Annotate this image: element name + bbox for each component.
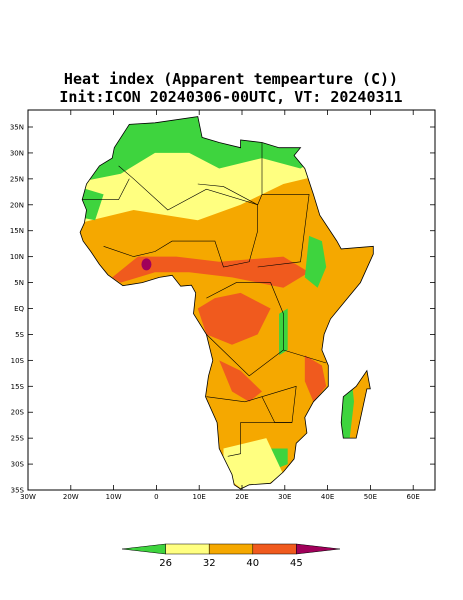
longitude-label: 30W [20, 493, 36, 501]
colorbar-label: 26 [159, 558, 172, 569]
latitude-label: 15S [11, 383, 25, 391]
border [103, 183, 258, 268]
longitude-label: 40E [321, 493, 334, 501]
border [283, 349, 327, 364]
longitude-label: 20W [63, 493, 79, 501]
latitude-label: 10N [10, 253, 24, 261]
map-title: Heat index (Apparent tempearture (C)) [64, 70, 398, 88]
latitude-label: 25S [11, 435, 25, 443]
latitude-label: 5S [15, 331, 24, 339]
longitude-label: 10E [193, 493, 206, 501]
zone-red-south [219, 360, 262, 402]
longitude-label: 30E [278, 493, 291, 501]
colorbar-segment [208, 543, 254, 555]
colorbar-label: 32 [203, 558, 216, 569]
colorbar-label: 40 [246, 558, 259, 569]
longitude-label: 10W [106, 493, 122, 501]
longitude-label: 60E [407, 493, 420, 501]
latitude-label: 15N [10, 227, 24, 235]
latitude-label: 35S [11, 487, 25, 495]
longitude-label: 50E [364, 493, 377, 501]
zone-green-west [80, 184, 104, 221]
latitude-label: 30N [10, 149, 24, 157]
border [257, 194, 310, 268]
latitude-label: 25N [10, 175, 24, 183]
zone-red-sahel [112, 256, 310, 288]
latitude-label: 5N [14, 279, 24, 287]
map-subtitle: Init:ICON 20240306-00UTC, VT: 20240311 [59, 88, 402, 106]
colorbar-low [121, 543, 166, 555]
latitude-label: 20N [10, 201, 24, 209]
latitude-label: EQ [14, 305, 24, 313]
axes: 35N 30N 25N 20N 15N 10N 5N EQ 5S 10S 15S 20S 25S 30S 3… [10, 110, 435, 501]
colorbar: 26 32 40 45 [121, 543, 341, 569]
zone-red-east [304, 355, 327, 402]
colorbar-segment [165, 543, 210, 555]
border [206, 385, 297, 457]
longitude-label: 0 [154, 493, 158, 501]
map-layers [79, 116, 374, 490]
colorbar-segment [252, 543, 297, 555]
border [206, 282, 284, 377]
zone-purple [141, 258, 152, 271]
colorbar-high [296, 543, 341, 555]
border [261, 396, 292, 423]
border [82, 178, 130, 200]
coastline [79, 116, 374, 490]
latitude-label: 35N [10, 124, 24, 132]
zone-red-congo [197, 292, 271, 345]
zone-green-ethiopia [304, 235, 327, 288]
latitude-label: 30S [11, 461, 25, 469]
latitude-label: 10S [11, 357, 25, 365]
latitude-label: 20S [11, 409, 25, 417]
colorbar-label: 45 [290, 558, 303, 569]
longitude-label: 20E [235, 493, 248, 501]
zone-yellow-sa [223, 438, 284, 489]
